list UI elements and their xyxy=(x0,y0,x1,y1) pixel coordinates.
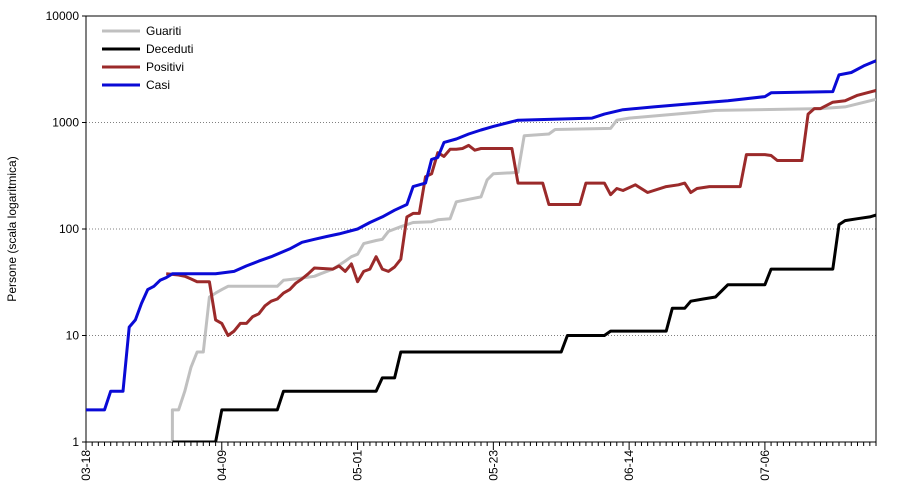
series-line-positivi xyxy=(166,88,876,337)
y-axis-label: Persone (scala logaritmica) xyxy=(5,156,19,301)
x-tick-label-5: 07-06 xyxy=(758,450,772,481)
y-tick-label-2: 100 xyxy=(59,222,79,236)
series-lines xyxy=(86,59,876,442)
legend-label-guariti: Guariti xyxy=(146,24,181,38)
legend-label-casi: Casi xyxy=(146,78,170,92)
legend-label-positivi: Positivi xyxy=(146,60,184,74)
series-line-deceduti xyxy=(172,213,876,442)
y-tick-label-0: 1 xyxy=(72,435,79,449)
y-axis: 1 10 100 1000 10000 xyxy=(46,9,86,449)
x-tick-label-1: 04-09 xyxy=(215,450,229,481)
y-tick-label-4: 10000 xyxy=(46,9,80,23)
series-line-guariti xyxy=(170,97,876,442)
legend: Guariti Deceduti Positivi Casi xyxy=(102,24,193,92)
legend-label-deceduti: Deceduti xyxy=(146,42,193,56)
y-tick-label-3: 1000 xyxy=(52,116,79,130)
x-axis: 03-18 04-09 05-01 05-23 06-14 07-06 xyxy=(79,442,877,481)
x-tick-label-2: 05-01 xyxy=(351,450,365,481)
series-line-casi xyxy=(86,59,876,412)
x-tick-label-4: 06-14 xyxy=(622,450,636,481)
x-tick-label-3: 05-23 xyxy=(486,450,500,481)
x-tick-label-0: 03-18 xyxy=(79,450,93,481)
y-tick-label-1: 10 xyxy=(66,329,80,343)
plot-area xyxy=(85,15,877,443)
